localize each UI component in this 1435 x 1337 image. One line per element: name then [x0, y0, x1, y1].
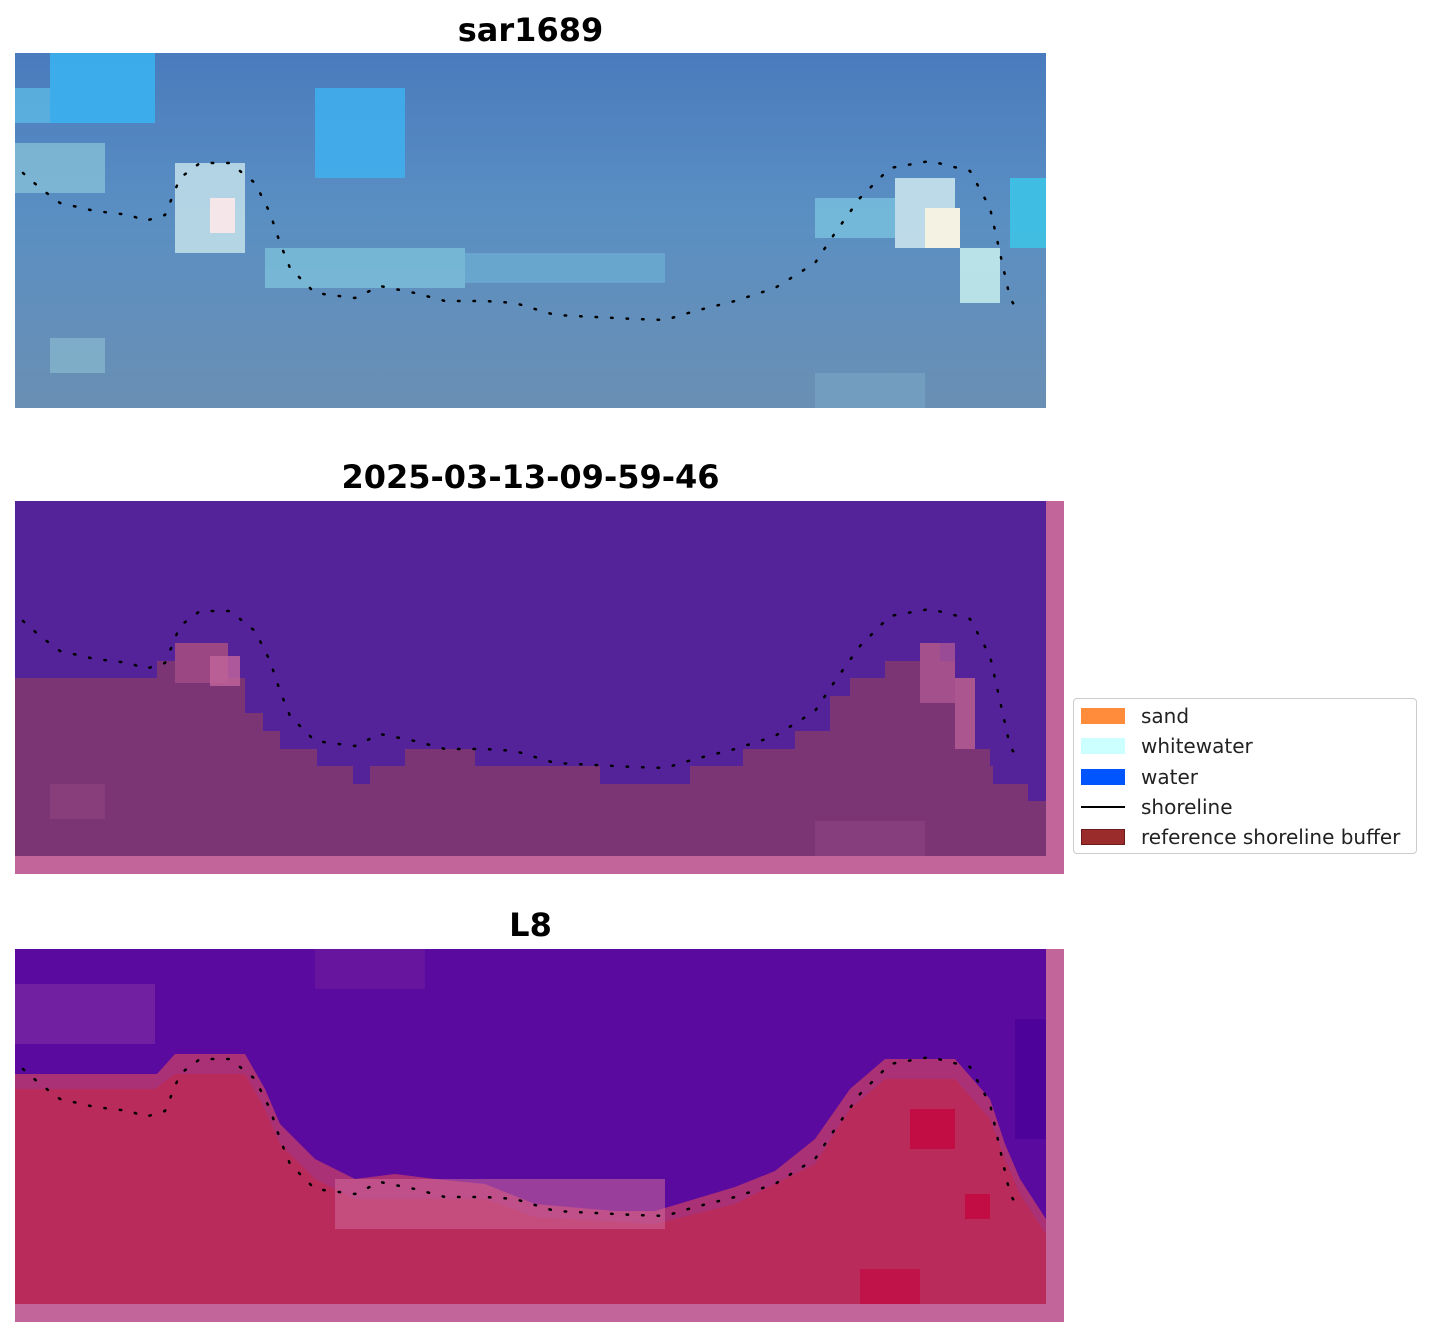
buffer-swatch	[1081, 829, 1125, 845]
panel-title-date: 2025-03-13-09-59-46	[341, 458, 720, 496]
panel-title-sar1689: sar1689	[457, 11, 604, 49]
classified-image-panel	[15, 501, 1064, 874]
legend-label: reference shoreline buffer	[1141, 825, 1401, 849]
legend-item-sand: sand	[1081, 703, 1189, 729]
legend-item-whitewater: whitewater	[1081, 733, 1253, 759]
rgb-image-panel	[15, 53, 1046, 408]
legend-label: water	[1141, 765, 1198, 789]
legend-item-shoreline: shoreline	[1081, 794, 1233, 820]
mndwi-image-panel	[15, 949, 1064, 1322]
sand-swatch	[1081, 708, 1125, 724]
whitewater-swatch	[1081, 738, 1125, 754]
legend-item-buffer: reference shoreline buffer	[1081, 824, 1400, 850]
legend-label: sand	[1141, 704, 1190, 728]
legend-label: shoreline	[1141, 795, 1233, 819]
water-swatch	[1081, 769, 1125, 785]
legend-item-water: water	[1081, 764, 1198, 790]
shoreline-swatch	[1081, 806, 1125, 808]
panel-title-l8: L8	[509, 906, 552, 944]
legend: sand whitewater water shoreline referenc…	[1073, 698, 1417, 854]
legend-label: whitewater	[1141, 734, 1253, 758]
